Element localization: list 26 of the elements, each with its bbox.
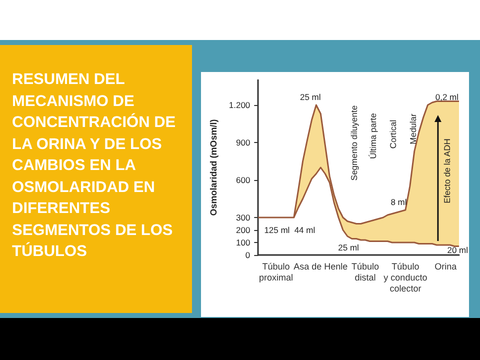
y-tick-label: 0 (245, 250, 250, 260)
annotation: 25 ml (338, 242, 360, 252)
annotation: 0,2 ml (435, 92, 459, 102)
y-axis-title: Osmolaridad (mOsm/l) (208, 119, 218, 216)
y-tick-label: 300 (236, 212, 250, 222)
annotation: 8 ml (390, 196, 407, 207)
y-tick-label: 1.200 (228, 100, 250, 110)
chart-title: RESUMEN DEL MECANISMO DE CONCENTRACIÓN DE LA ORINA Y DE LOS CAMBIOS EN LA OSMOLARIDAD EN DIFERENTES SEGMENTOS DE LOS TÚBULOS (12, 71, 176, 260)
y-tick-label: 600 (236, 175, 250, 185)
annotation: Cortical (388, 120, 398, 149)
y-tick-label: 100 (236, 238, 250, 248)
y-tick-label: 200 (236, 225, 250, 235)
annotation: 25 ml (300, 92, 321, 102)
annotation: 44 ml (294, 224, 316, 235)
annotation: Efecto de la ADH (442, 138, 452, 204)
x-tick-label: Asa de Henle (294, 262, 348, 272)
x-tick-label: Túbulo y conducto colector (384, 262, 428, 294)
x-tick-label: Túbulo distal (352, 262, 380, 282)
x-tick-label: Orina (434, 262, 457, 272)
x-tick-label: Túbulo proximal (259, 262, 294, 282)
annotation: 20 ml (447, 244, 468, 255)
annotation: 125 ml (264, 224, 290, 235)
y-tick-label: 900 (236, 138, 250, 148)
annotation: Última parte (368, 112, 378, 159)
annotation: Segmento diluyente (348, 105, 359, 181)
annotation: Medular (408, 113, 418, 144)
